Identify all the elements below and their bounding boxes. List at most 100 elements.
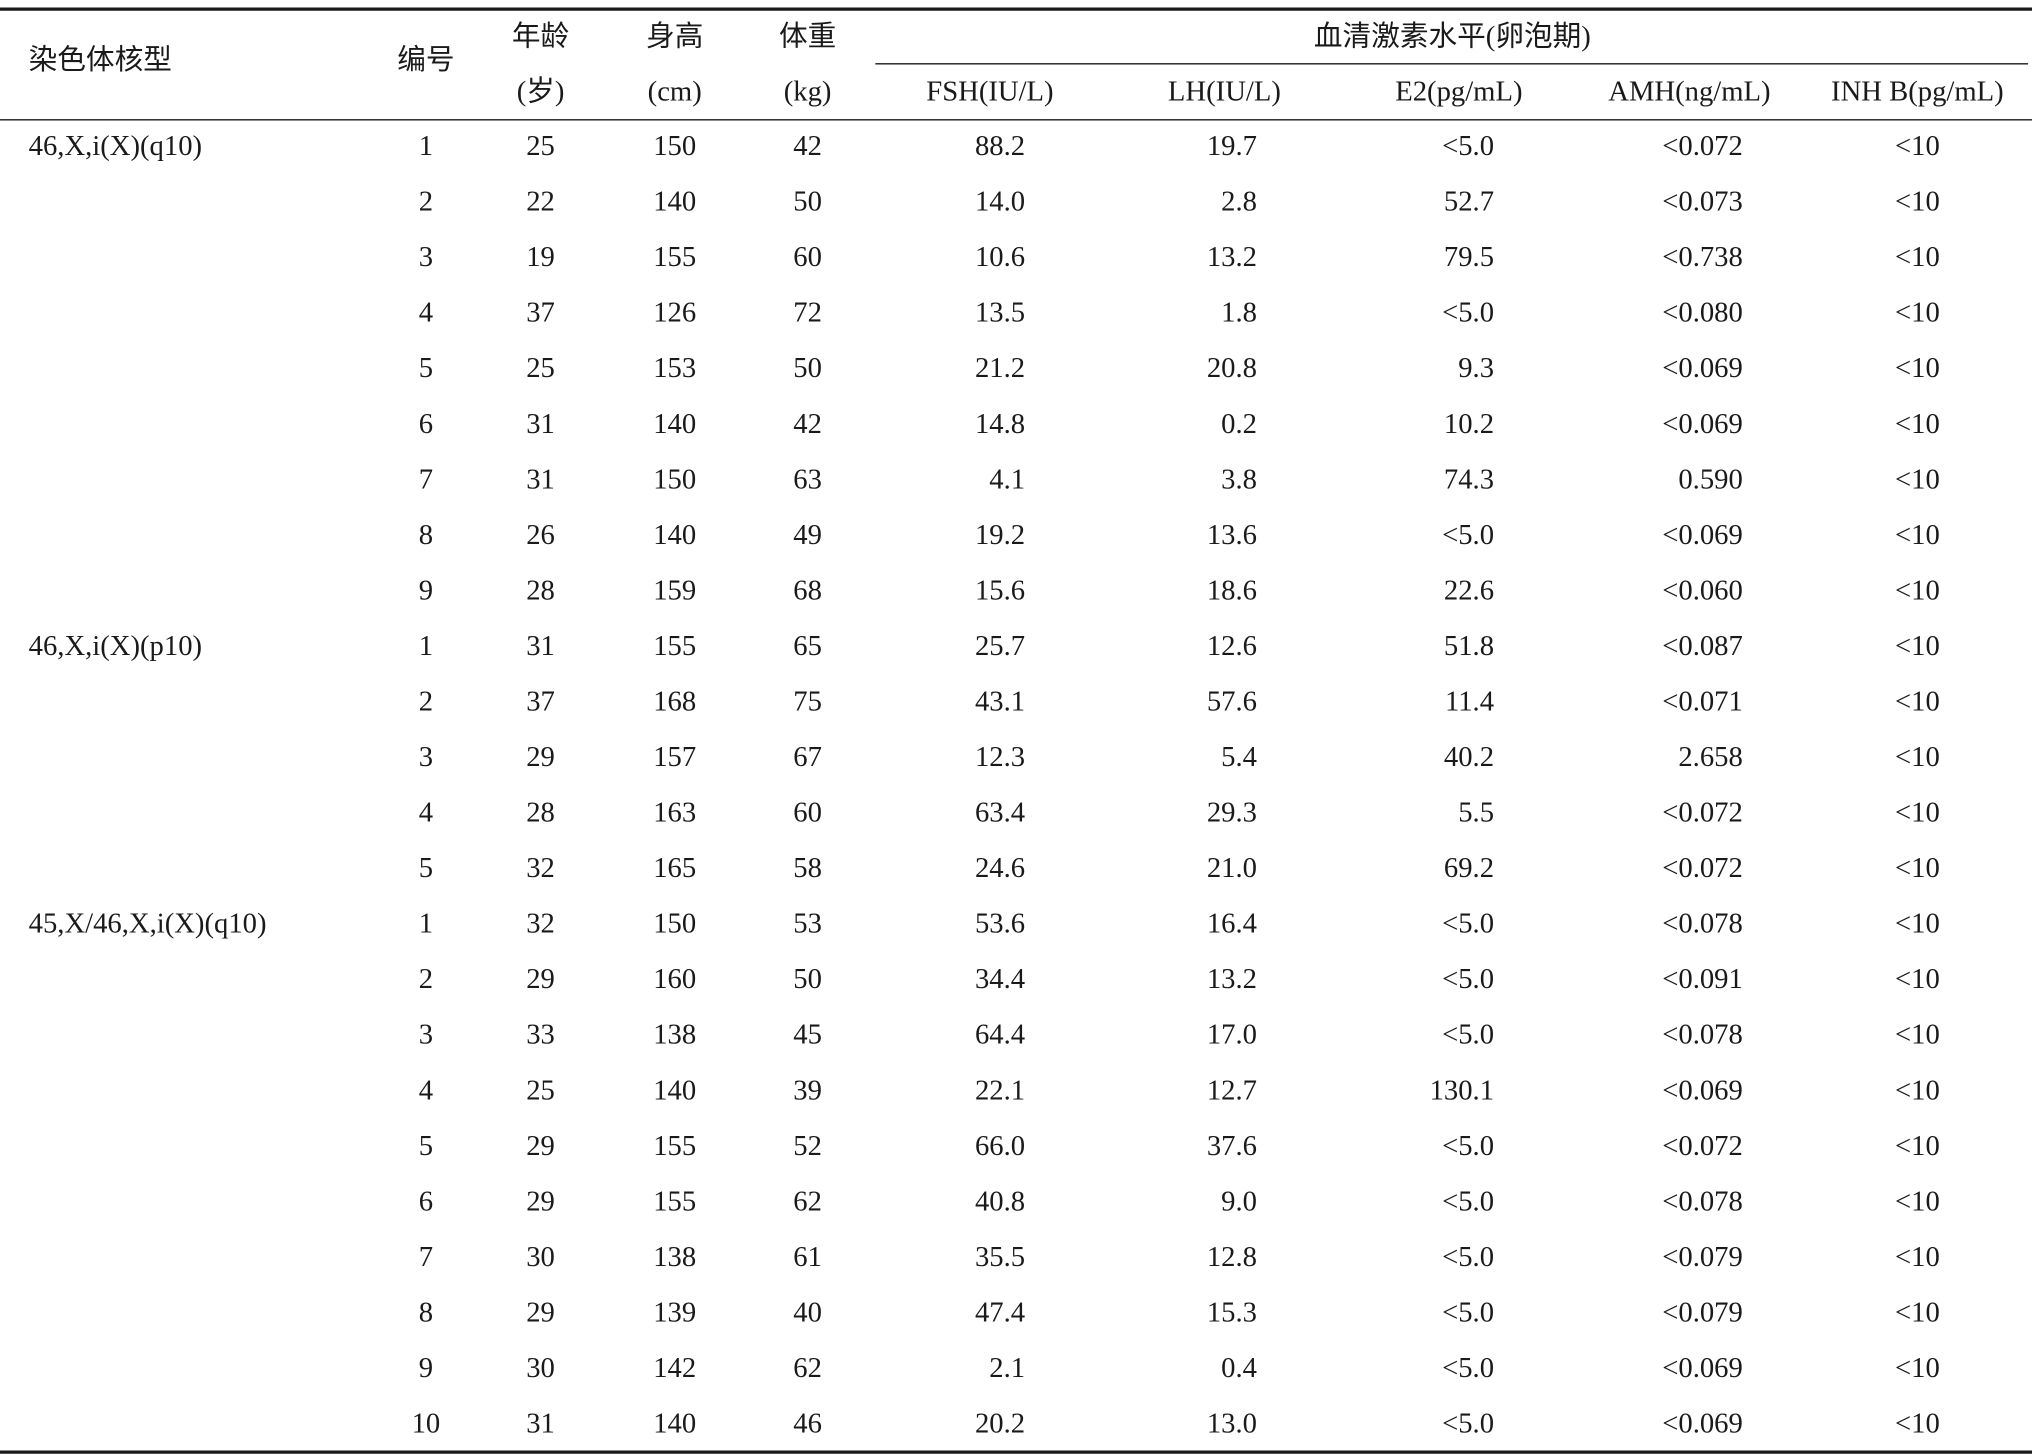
cell: 25.7 <box>975 630 1025 662</box>
cell: 47.4 <box>975 1296 1025 1328</box>
cell: <0.091 <box>1662 963 1743 995</box>
cell: <5.0 <box>1442 1130 1494 1162</box>
cell: 7 <box>419 1241 433 1273</box>
cell: 69.2 <box>1444 852 1494 884</box>
cell: 16.4 <box>1207 908 1257 940</box>
cell: 29 <box>526 1130 555 1162</box>
cell: <5.0 <box>1442 1019 1494 1051</box>
cell: 37.6 <box>1207 1130 1257 1162</box>
cell: 50 <box>793 963 822 995</box>
cell: 138 <box>653 1241 696 1273</box>
cell: <0.069 <box>1662 408 1743 440</box>
cell: 19.7 <box>1207 130 1257 162</box>
cell: 13.5 <box>975 297 1025 329</box>
cell: 32 <box>526 908 555 940</box>
cell: <0.087 <box>1662 630 1743 662</box>
cell: <10 <box>1895 1296 1940 1328</box>
cell: 5 <box>419 1130 433 1162</box>
cell: <0.078 <box>1662 908 1743 940</box>
cell: <5.0 <box>1442 1408 1494 1440</box>
cell: 52 <box>793 1130 822 1162</box>
column-header: AMH(ng/mL) <box>1608 75 1770 107</box>
cell: 37 <box>526 685 555 717</box>
cell: 22 <box>526 186 555 218</box>
cell: 49 <box>793 519 822 551</box>
cell: 163 <box>653 797 696 829</box>
cell: 9.0 <box>1221 1185 1257 1217</box>
cell: 45 <box>793 1019 822 1051</box>
cell: 140 <box>653 519 696 551</box>
cell: 0.2 <box>1221 408 1257 440</box>
cell: 51.8 <box>1444 630 1494 662</box>
cell: 40.8 <box>975 1185 1025 1217</box>
cell: <10 <box>1895 130 1940 162</box>
cell: 24.6 <box>975 852 1025 884</box>
column-unit: (kg) <box>784 75 832 107</box>
cell: 31 <box>526 463 555 495</box>
cell: 150 <box>653 908 696 940</box>
cell: 22.6 <box>1444 574 1494 606</box>
cell: 150 <box>653 463 696 495</box>
cell: 46 <box>793 1408 822 1440</box>
cell: 138 <box>653 1019 696 1051</box>
cell: 6 <box>419 408 433 440</box>
column-unit: (岁) <box>517 75 565 107</box>
cell: 150 <box>653 130 696 162</box>
cell: 32 <box>526 852 555 884</box>
cell: 1 <box>419 130 433 162</box>
cell: 28 <box>526 797 555 829</box>
cell: 63 <box>793 463 822 495</box>
cell: <10 <box>1895 1185 1940 1217</box>
cell: 20.8 <box>1207 352 1257 384</box>
karyotype: 46,X,i(X)(p10) <box>29 630 202 662</box>
cell: 64.4 <box>975 1019 1025 1051</box>
cell: 29 <box>526 741 555 773</box>
column-unit: (cm) <box>648 75 702 107</box>
cell: <5.0 <box>1442 963 1494 995</box>
cell: 13.6 <box>1207 519 1257 551</box>
cell: <10 <box>1895 797 1940 829</box>
cell: 42 <box>793 408 822 440</box>
cell: 14.0 <box>975 186 1025 218</box>
cell: 10.6 <box>975 241 1025 273</box>
cell: 25 <box>526 130 555 162</box>
cell: 0.590 <box>1678 463 1742 495</box>
cell: <0.069 <box>1662 1074 1743 1106</box>
cell: 6 <box>419 1185 433 1217</box>
cell: <10 <box>1895 408 1940 440</box>
cell: 35.5 <box>975 1241 1025 1273</box>
cell: 40.2 <box>1444 741 1494 773</box>
cell: <10 <box>1895 241 1940 273</box>
cell: 2 <box>419 963 433 995</box>
column-header: 身高 <box>646 21 703 53</box>
cell: 18.6 <box>1207 574 1257 606</box>
cell: <0.069 <box>1662 1352 1743 1384</box>
cell: <10 <box>1895 519 1940 551</box>
cell: 140 <box>653 1074 696 1106</box>
cell: 3 <box>419 741 433 773</box>
cell: 2.8 <box>1221 186 1257 218</box>
column-header: E2(pg/mL) <box>1395 75 1522 107</box>
cell: 4 <box>419 1074 433 1106</box>
cell: 5 <box>419 352 433 384</box>
cell: 29 <box>526 1185 555 1217</box>
cell: <0.069 <box>1662 1408 1743 1440</box>
cell: <5.0 <box>1442 1185 1494 1217</box>
cell: 52.7 <box>1444 186 1494 218</box>
cell: <10 <box>1895 1019 1940 1051</box>
cell: 62 <box>793 1185 822 1217</box>
cell: 1 <box>419 630 433 662</box>
column-header: 染色体核型 <box>29 44 172 76</box>
cell: 31 <box>526 1408 555 1440</box>
cell: <0.072 <box>1662 130 1743 162</box>
cell: 12.7 <box>1207 1074 1257 1106</box>
cell: <5.0 <box>1442 297 1494 329</box>
cell: <10 <box>1895 1352 1940 1384</box>
cell: 155 <box>653 1185 696 1217</box>
cell: 155 <box>653 241 696 273</box>
cell: <0.060 <box>1662 574 1743 606</box>
cell: 25 <box>526 1074 555 1106</box>
cell: 13.0 <box>1207 1408 1257 1440</box>
cell: <10 <box>1895 1241 1940 1273</box>
cell: 140 <box>653 186 696 218</box>
